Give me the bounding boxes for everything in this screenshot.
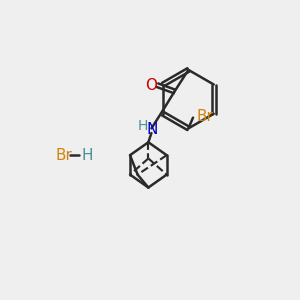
Text: N: N (146, 122, 158, 137)
Text: Br: Br (196, 109, 213, 124)
Text: H: H (138, 119, 148, 133)
Text: H: H (81, 148, 93, 163)
Text: O: O (146, 78, 158, 93)
Text: Br: Br (55, 148, 72, 163)
